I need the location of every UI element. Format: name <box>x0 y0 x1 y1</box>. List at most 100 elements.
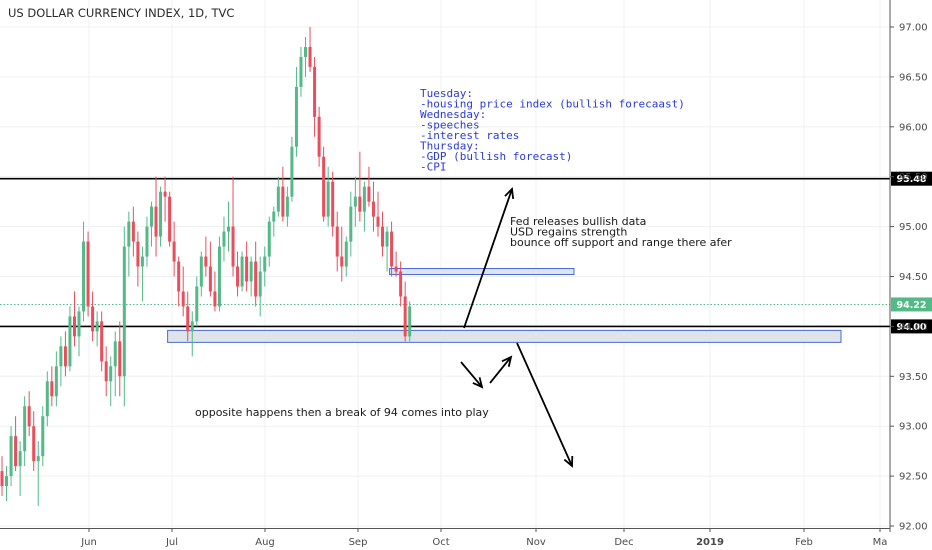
candle-body <box>317 116 321 157</box>
candle-body <box>385 231 389 247</box>
candle-body <box>344 241 348 267</box>
candle-body <box>208 266 212 292</box>
candle-body <box>14 436 18 467</box>
candle-body <box>381 226 385 247</box>
dip-arrow-head <box>472 377 484 389</box>
x-tick-label: Jul <box>165 537 178 548</box>
candle-body <box>159 191 163 237</box>
schedule-note-line: -CPI <box>420 161 447 174</box>
bearish-arrow-head <box>563 455 574 468</box>
x-tick-label: Jun <box>80 537 97 548</box>
candle-body <box>145 226 149 257</box>
candle-body <box>172 241 176 262</box>
candles <box>0 27 412 507</box>
candle-body <box>186 306 190 332</box>
support-zone[interactable] <box>167 329 842 343</box>
y-tick-label: 92.50 <box>899 472 928 483</box>
support-zones <box>167 268 842 343</box>
level-price-tag <box>891 319 932 334</box>
candle-body <box>249 261 253 282</box>
retest-arrow-head <box>501 355 513 367</box>
candle-body <box>36 456 40 462</box>
candle-body <box>82 241 86 312</box>
support-zone[interactable] <box>389 268 575 276</box>
candle-body <box>195 286 199 322</box>
candle-body <box>263 256 267 272</box>
candle-body <box>349 206 353 242</box>
candle-body <box>308 46 312 67</box>
candle-body <box>367 186 371 202</box>
bearish-arrow <box>516 342 573 467</box>
candle-body <box>326 181 330 217</box>
candle-body <box>236 266 240 287</box>
candle-body <box>390 231 394 267</box>
grid <box>0 0 890 528</box>
level-price-label: 95.48 <box>896 174 926 185</box>
y-tick-label: 93.00 <box>899 422 928 433</box>
current-price-tag <box>891 297 932 312</box>
current-price-label: 94.22 <box>896 300 926 311</box>
candle-body <box>72 316 76 337</box>
candle-body <box>32 426 36 462</box>
candle-body <box>213 291 217 307</box>
candle-body <box>294 86 298 147</box>
candle-body <box>104 361 108 382</box>
bullish-arrow <box>463 188 513 329</box>
candle-body <box>127 221 131 247</box>
x-tick-label: Ma <box>873 537 888 548</box>
candle-body <box>258 271 262 297</box>
candle-body <box>204 256 208 267</box>
candle-body <box>109 366 113 382</box>
candle-body <box>285 196 289 217</box>
candle-body <box>100 321 104 362</box>
candle-body <box>45 381 49 417</box>
bearish-note-line: opposite happens then a break of 94 come… <box>195 406 489 419</box>
candle-body <box>177 261 181 292</box>
x-tick-label: Feb <box>795 537 813 548</box>
candle-body <box>27 406 31 427</box>
schedule-note-line: -housing price index (bullish forecaast) <box>420 98 685 111</box>
candle-body <box>322 156 326 217</box>
candle-body <box>154 206 158 237</box>
candle-body <box>131 221 135 242</box>
candle-body <box>190 321 194 332</box>
candle-body <box>394 266 398 272</box>
candle-body <box>240 256 244 287</box>
bullish-note-line: bounce off support and range there afer <box>510 236 732 249</box>
bullish-arrow-head <box>504 187 515 200</box>
candle-body <box>199 256 203 287</box>
bullish-note-line: USD regains strength <box>510 226 627 239</box>
candle-body <box>403 296 407 337</box>
candle-body <box>63 346 67 367</box>
y-tick-label: 94.00 <box>899 322 928 333</box>
candle-body <box>41 416 45 457</box>
candle-body <box>5 476 9 487</box>
candle-body <box>168 196 172 242</box>
candle-body <box>149 206 153 227</box>
x-tick-label: Oct <box>432 537 449 548</box>
projection-arrows <box>460 187 574 468</box>
y-tick-label: 95.00 <box>899 222 928 233</box>
candle-body <box>281 186 285 217</box>
candle-body <box>362 186 366 212</box>
candle-body <box>23 406 27 452</box>
candle-body <box>222 231 226 247</box>
candle-body <box>254 261 258 297</box>
y-tick-label: 94.50 <box>899 272 928 283</box>
y-tick-label: 93.50 <box>899 372 928 383</box>
candle-body <box>0 471 4 487</box>
candle-body <box>304 46 308 57</box>
x-tick-label: Sep <box>349 537 368 548</box>
candle-body <box>181 291 185 307</box>
retest-arrow <box>489 356 512 384</box>
candle-body <box>59 346 63 367</box>
horizontal-levels: 95.48 94.00 94.22 <box>0 171 932 334</box>
candle-body <box>163 191 167 197</box>
schedule-note-line: -speeches <box>420 119 480 132</box>
bullish-note-line: Fed releases bullish data <box>510 215 646 228</box>
x-tick-label: Aug <box>255 537 275 548</box>
candle-body <box>335 226 339 257</box>
candle-body <box>136 241 140 267</box>
